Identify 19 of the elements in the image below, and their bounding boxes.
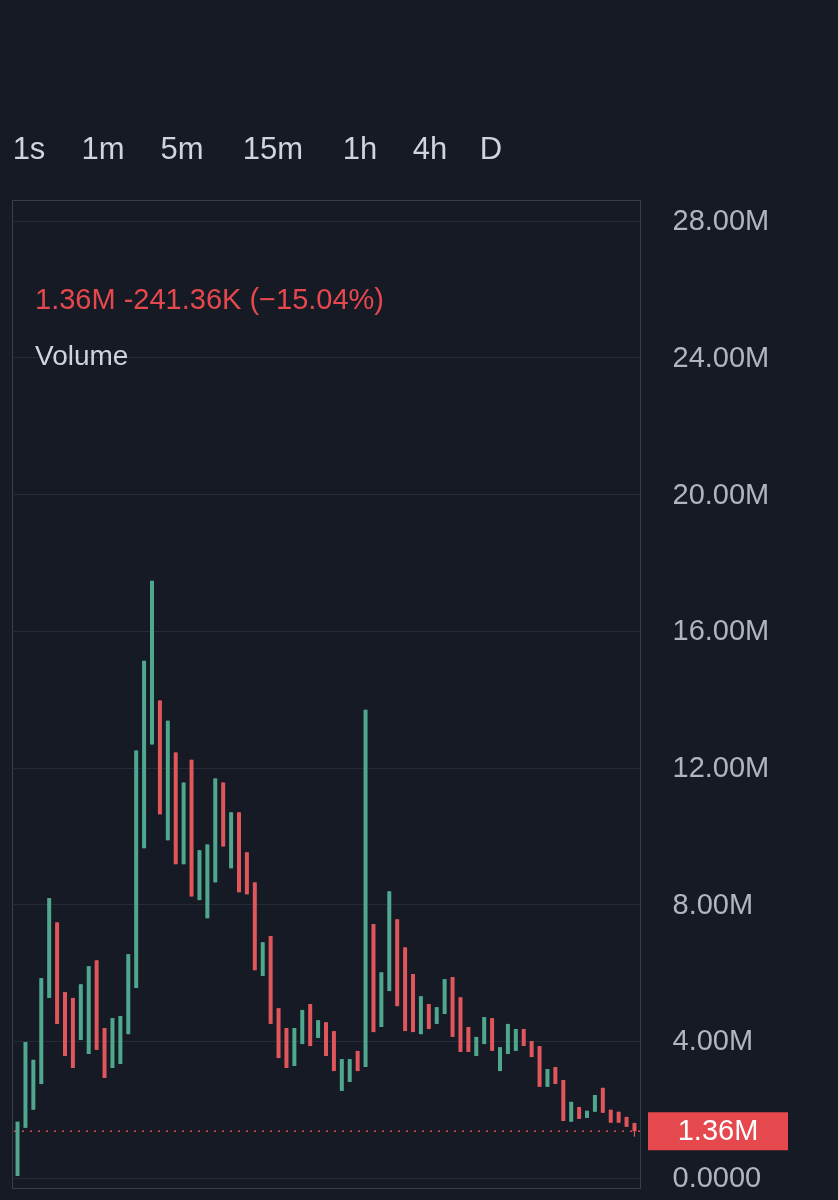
text: 1h bbox=[342, 131, 378, 166]
y-tick-label: 20.00M bbox=[672, 477, 770, 510]
y-tick-label: 0.0000 bbox=[672, 1161, 762, 1194]
text: 1s bbox=[12, 131, 46, 166]
text: 1m bbox=[81, 131, 125, 166]
y-tick-label: 12.00M bbox=[672, 751, 770, 783]
y-tick-label: 4.00M bbox=[672, 1024, 754, 1057]
text: 5m bbox=[160, 131, 204, 166]
y-tick-label: 28.00M bbox=[672, 204, 770, 237]
text: D bbox=[479, 131, 503, 166]
y-tick-label: 16.00M bbox=[672, 614, 770, 647]
candlestick bbox=[513, 1028, 518, 1052]
y-tick-label: 24.00M bbox=[672, 340, 770, 373]
annotation: Volume bbox=[35, 340, 129, 371]
text: 15m bbox=[242, 131, 304, 166]
text: 4h bbox=[412, 131, 448, 166]
ref-line-label: 1.36M bbox=[677, 1114, 759, 1147]
y-tick-label: 8.00M bbox=[672, 887, 754, 920]
text: 1.36M -241.36K (−15.04%) bbox=[35, 283, 385, 315]
